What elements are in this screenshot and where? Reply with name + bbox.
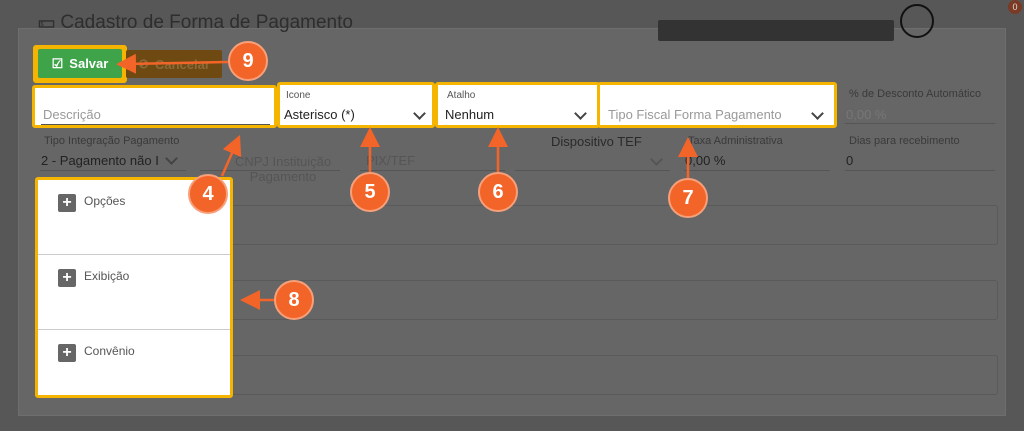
plus-icon: +: [58, 344, 76, 362]
pix-tef-select[interactable]: PIX/TEF: [366, 153, 416, 168]
discount-input[interactable]: 0,00 %: [846, 107, 887, 122]
page-title: 💵︎ Cadastro de Forma de Pagamento: [38, 12, 353, 33]
checkbox-icon: ☑: [51, 55, 64, 71]
money-icon: 💵︎: [38, 12, 61, 33]
days-input[interactable]: 0: [846, 153, 854, 168]
accordion: + Opções + Exibição + Convênio: [35, 177, 233, 398]
fiscal-type-select[interactable]: Tipo Fiscal Forma Pagamento: [597, 82, 837, 128]
marker-6: 6: [478, 172, 518, 212]
integration-type-select[interactable]: 2 - Pagamento não I: [41, 153, 159, 168]
tef-device-label: Dispositivo TEF: [551, 134, 642, 149]
section-display-row: [232, 280, 998, 320]
marker-5: 5: [350, 172, 390, 212]
section-agreement[interactable]: + Convênio: [38, 330, 230, 405]
arrow-4: [220, 134, 242, 177]
company-select[interactable]: [658, 20, 894, 41]
shortcut-select[interactable]: Atalho Nenhum: [435, 82, 600, 128]
save-button[interactable]: ☑ Salvar: [38, 49, 122, 78]
arrow-9: [116, 53, 229, 74]
marker-8: 8: [274, 280, 314, 320]
section-options[interactable]: + Opções: [38, 180, 230, 255]
plus-icon: +: [58, 194, 76, 212]
marker-7: 7: [668, 178, 708, 218]
plus-icon: +: [58, 269, 76, 287]
marker-9: 9: [228, 41, 268, 81]
section-options-row: [232, 205, 998, 245]
description-field[interactable]: Descrição: [32, 85, 277, 128]
user-icon[interactable]: [900, 4, 934, 38]
icon-select[interactable]: Icone Asterisco (*): [277, 82, 435, 128]
notification-badge[interactable]: 0: [1008, 0, 1022, 14]
section-display[interactable]: + Exibição: [38, 255, 230, 330]
cnpj-field[interactable]: CNPJ Instituição Pagamento: [234, 154, 332, 184]
section-agreement-row: [232, 355, 998, 395]
marker-4: 4: [188, 174, 228, 214]
